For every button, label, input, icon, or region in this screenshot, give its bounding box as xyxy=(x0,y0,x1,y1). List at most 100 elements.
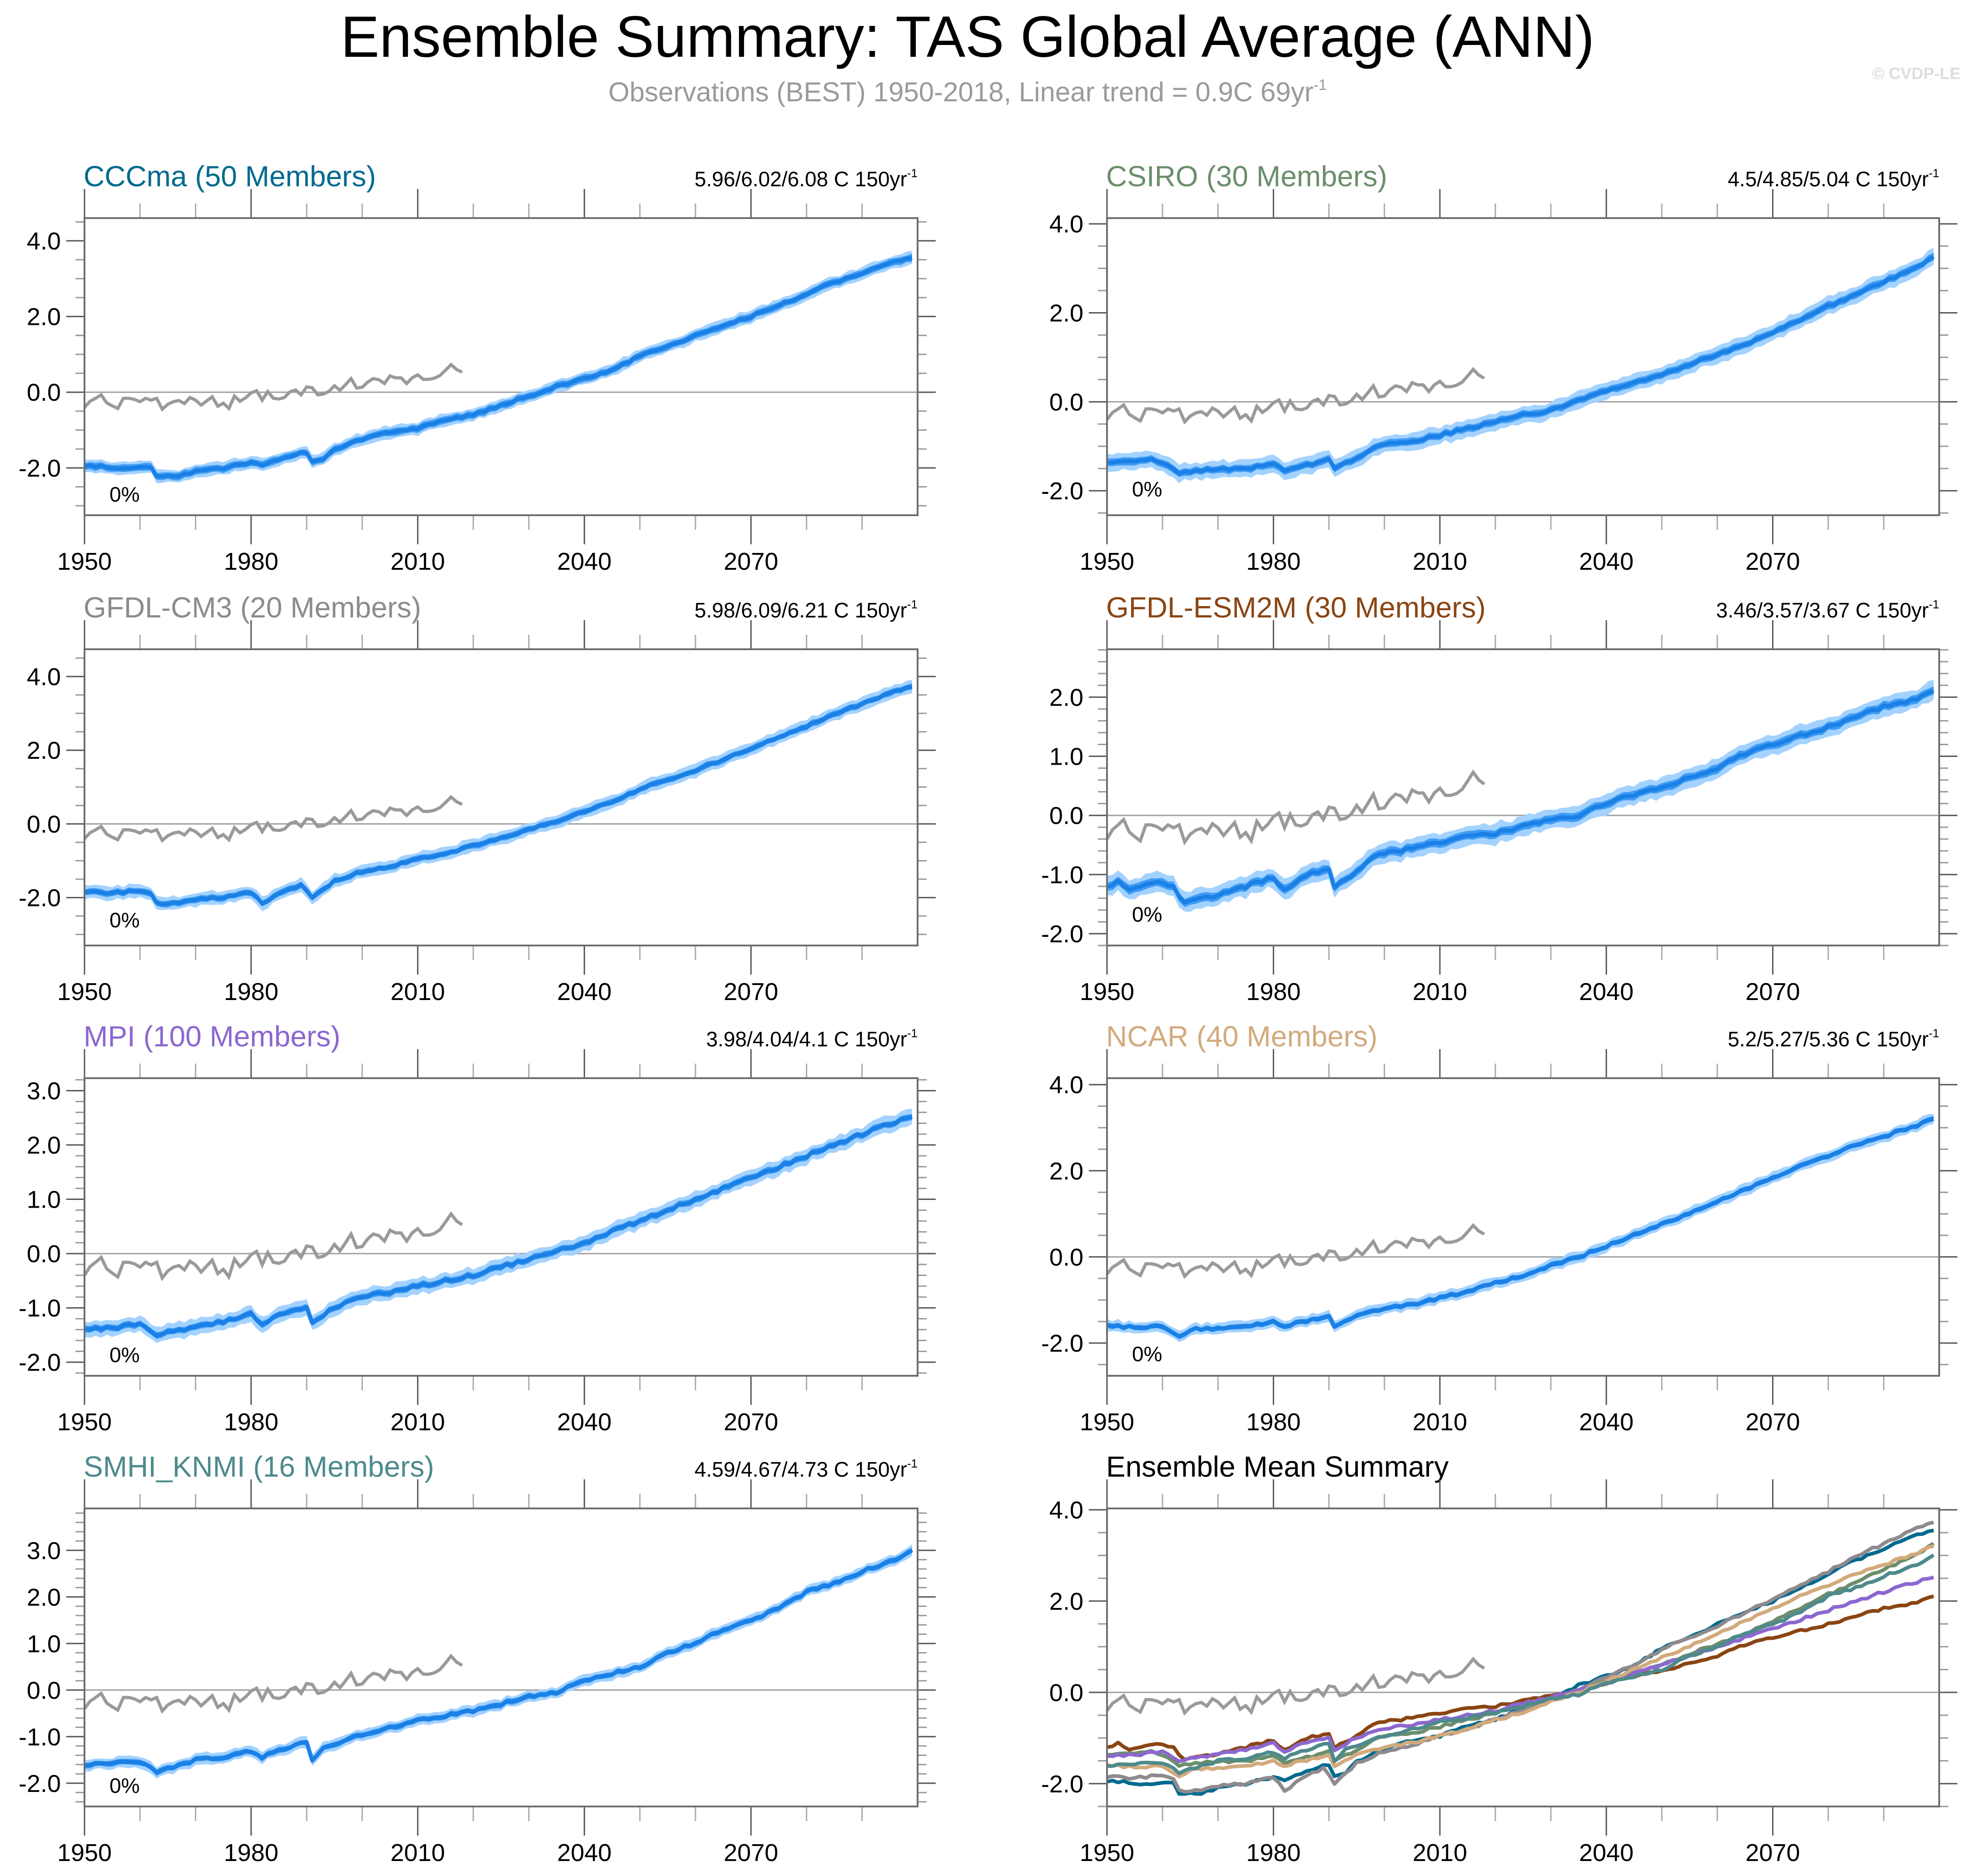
x-tick-label: 2070 xyxy=(724,1408,778,1436)
panel-gfdl-cm3: GFDL-CM3 (20 Members) 5.98/6.09/6.21 C 15… xyxy=(19,591,936,1005)
panel-csiro: CSIRO (30 Members) 4.5/4.85/5.04 C 150yr-… xyxy=(1041,160,1957,575)
y-tick-label: -1.0 xyxy=(1041,861,1083,889)
ensemble-range-band xyxy=(84,1544,912,1779)
y-tick-label: 0.0 xyxy=(27,811,61,838)
x-tick-label: 2070 xyxy=(1746,1839,1800,1866)
plot-frame xyxy=(84,1508,918,1807)
y-tick-label: 2.0 xyxy=(27,737,61,764)
panel-title: CCCma (50 Members) xyxy=(84,160,376,193)
y-tick-label: 0.0 xyxy=(27,1240,61,1268)
ensemble-mean-line xyxy=(1106,1117,1934,1339)
ensemble-mean-line xyxy=(84,1115,913,1338)
y-tick-label: 0.0 xyxy=(27,1677,61,1704)
x-tick-label: 1950 xyxy=(1080,1839,1134,1866)
ensemble-iqr-band xyxy=(84,683,912,908)
percent-annotation: 0% xyxy=(1132,477,1162,501)
subtitle-superscript: -1 xyxy=(1313,76,1327,93)
y-tick-label: 2.0 xyxy=(27,304,61,331)
ensemble-iqr-band xyxy=(1107,686,1934,907)
trend-superscript: -1 xyxy=(907,1457,918,1470)
plot-frame xyxy=(1106,1077,1940,1377)
x-tick-label: 2040 xyxy=(557,1839,611,1866)
x-tick-label: 2040 xyxy=(1579,548,1633,575)
figure-title: Ensemble Summary: TAS Global Average (AN… xyxy=(340,5,1595,70)
panel-trend-label: 4.59/4.67/4.73 C 150yr-1 xyxy=(695,1457,918,1481)
plot-frame xyxy=(1106,648,1940,946)
x-tick-label: 2010 xyxy=(1413,1839,1467,1866)
observations-line xyxy=(83,362,463,412)
y-tick-label: -2.0 xyxy=(19,885,61,912)
panel-title: GFDL-CM3 (20 Members) xyxy=(84,591,421,624)
y-tick-label: 0.0 xyxy=(1049,1244,1083,1271)
ensemble-mean-line xyxy=(1107,689,1935,905)
ensemble-iqr-band xyxy=(1107,1116,1934,1339)
y-tick-label: 2.0 xyxy=(1049,300,1083,327)
y-tick-label: -2.0 xyxy=(19,455,61,482)
panel-trend-label: 5.96/6.02/6.08 C 150yr-1 xyxy=(695,166,918,191)
ensemble-mean-line xyxy=(84,256,913,479)
plot-frame xyxy=(1106,217,1940,516)
summary-line-csiro xyxy=(1107,1542,1935,1768)
y-tick-label: -1.0 xyxy=(19,1723,61,1751)
summary-line-cccma xyxy=(1107,1528,1934,1796)
y-tick-label: 4.0 xyxy=(1049,211,1083,238)
x-tick-label: 1980 xyxy=(1246,548,1301,575)
panel-title: SMHI_KNMI (16 Members) xyxy=(84,1450,434,1483)
panel-trend-label: 5.98/6.09/6.21 C 150yr-1 xyxy=(695,597,918,622)
percent-annotation: 0% xyxy=(1132,902,1162,926)
summary-line-gfdl-cm3 xyxy=(1107,1520,1934,1794)
x-tick-label: 2070 xyxy=(1746,548,1800,575)
trend-superscript: -1 xyxy=(907,166,918,180)
plot-frame xyxy=(84,217,918,516)
subtitle-text: Observations (BEST) 1950-2018, Linear tr… xyxy=(608,76,1314,107)
trend-superscript: -1 xyxy=(1929,166,1939,180)
ensemble-mean-line xyxy=(84,1548,913,1775)
observations-line xyxy=(1106,367,1485,425)
panel-cccma: CCCma (50 Members) 5.96/6.02/6.08 C 150yr… xyxy=(19,160,936,575)
x-tick-label: 2040 xyxy=(557,978,611,1005)
y-tick-label: 2.0 xyxy=(1049,1588,1083,1615)
trend-text: 4.59/4.67/4.73 C 150yr xyxy=(695,1458,907,1481)
percent-annotation: 0% xyxy=(109,1774,139,1797)
x-tick-label: 2040 xyxy=(1579,978,1633,1005)
trend-superscript: -1 xyxy=(907,1026,918,1040)
panel-smhi-knmi: SMHI_KNMI (16 Members) 4.59/4.67/4.73 C 1… xyxy=(19,1450,936,1866)
x-tick-label: 1980 xyxy=(1246,1408,1301,1436)
ensemble-range-band xyxy=(1107,248,1934,483)
ensemble-range-band xyxy=(1107,1114,1934,1342)
trend-text: 4.5/4.85/5.04 C 150yr xyxy=(1728,167,1928,191)
ensemble-range-band xyxy=(84,1108,912,1343)
x-tick-label: 1950 xyxy=(1080,978,1134,1005)
panel-title: Ensemble Mean Summary xyxy=(1106,1450,1449,1483)
y-tick-label: -1.0 xyxy=(19,1295,61,1322)
x-tick-label: 2070 xyxy=(724,978,778,1005)
y-tick-label: -2.0 xyxy=(19,1349,61,1376)
observations-line xyxy=(83,1211,463,1282)
panel-trend-label: 3.46/3.57/3.67 C 150yr-1 xyxy=(1716,597,1939,622)
y-tick-label: 3.0 xyxy=(27,1537,61,1564)
x-tick-label: 1980 xyxy=(224,1839,278,1866)
y-tick-label: 1.0 xyxy=(27,1186,61,1214)
panel-ensemble-mean-summary: Ensemble Mean Summary -2.0 0.0 2.0 4.0 1950 19… xyxy=(1041,1450,1957,1866)
x-tick-label: 2010 xyxy=(1413,1408,1467,1436)
x-tick-label: 2040 xyxy=(1579,1408,1633,1436)
x-tick-label: 2010 xyxy=(391,1839,445,1866)
panel-title: NCAR (40 Members) xyxy=(1106,1020,1377,1053)
y-tick-label: 4.0 xyxy=(27,663,61,691)
x-tick-label: 1950 xyxy=(57,978,112,1005)
x-tick-label: 1980 xyxy=(1246,978,1301,1005)
x-tick-label: 2040 xyxy=(557,548,611,575)
percent-annotation: 0% xyxy=(109,1343,139,1367)
y-tick-label: 1.0 xyxy=(27,1630,61,1657)
observations-line xyxy=(1105,769,1485,846)
ensemble-iqr-band xyxy=(84,1548,912,1776)
y-tick-label: 4.0 xyxy=(1049,1071,1083,1099)
copyright-watermark: © CVDP-LE xyxy=(1872,64,1961,83)
ensemble-range-band xyxy=(84,680,912,911)
observations-line xyxy=(83,795,463,843)
y-tick-label: 0.0 xyxy=(27,379,61,406)
panel-mpi: MPI (100 Members) 3.98/4.04/4.1 C 150yr-1… xyxy=(19,1020,936,1436)
ensemble-iqr-band xyxy=(1107,253,1934,477)
x-tick-label: 2070 xyxy=(1746,1408,1800,1436)
ensemble-range-band xyxy=(1107,680,1934,912)
